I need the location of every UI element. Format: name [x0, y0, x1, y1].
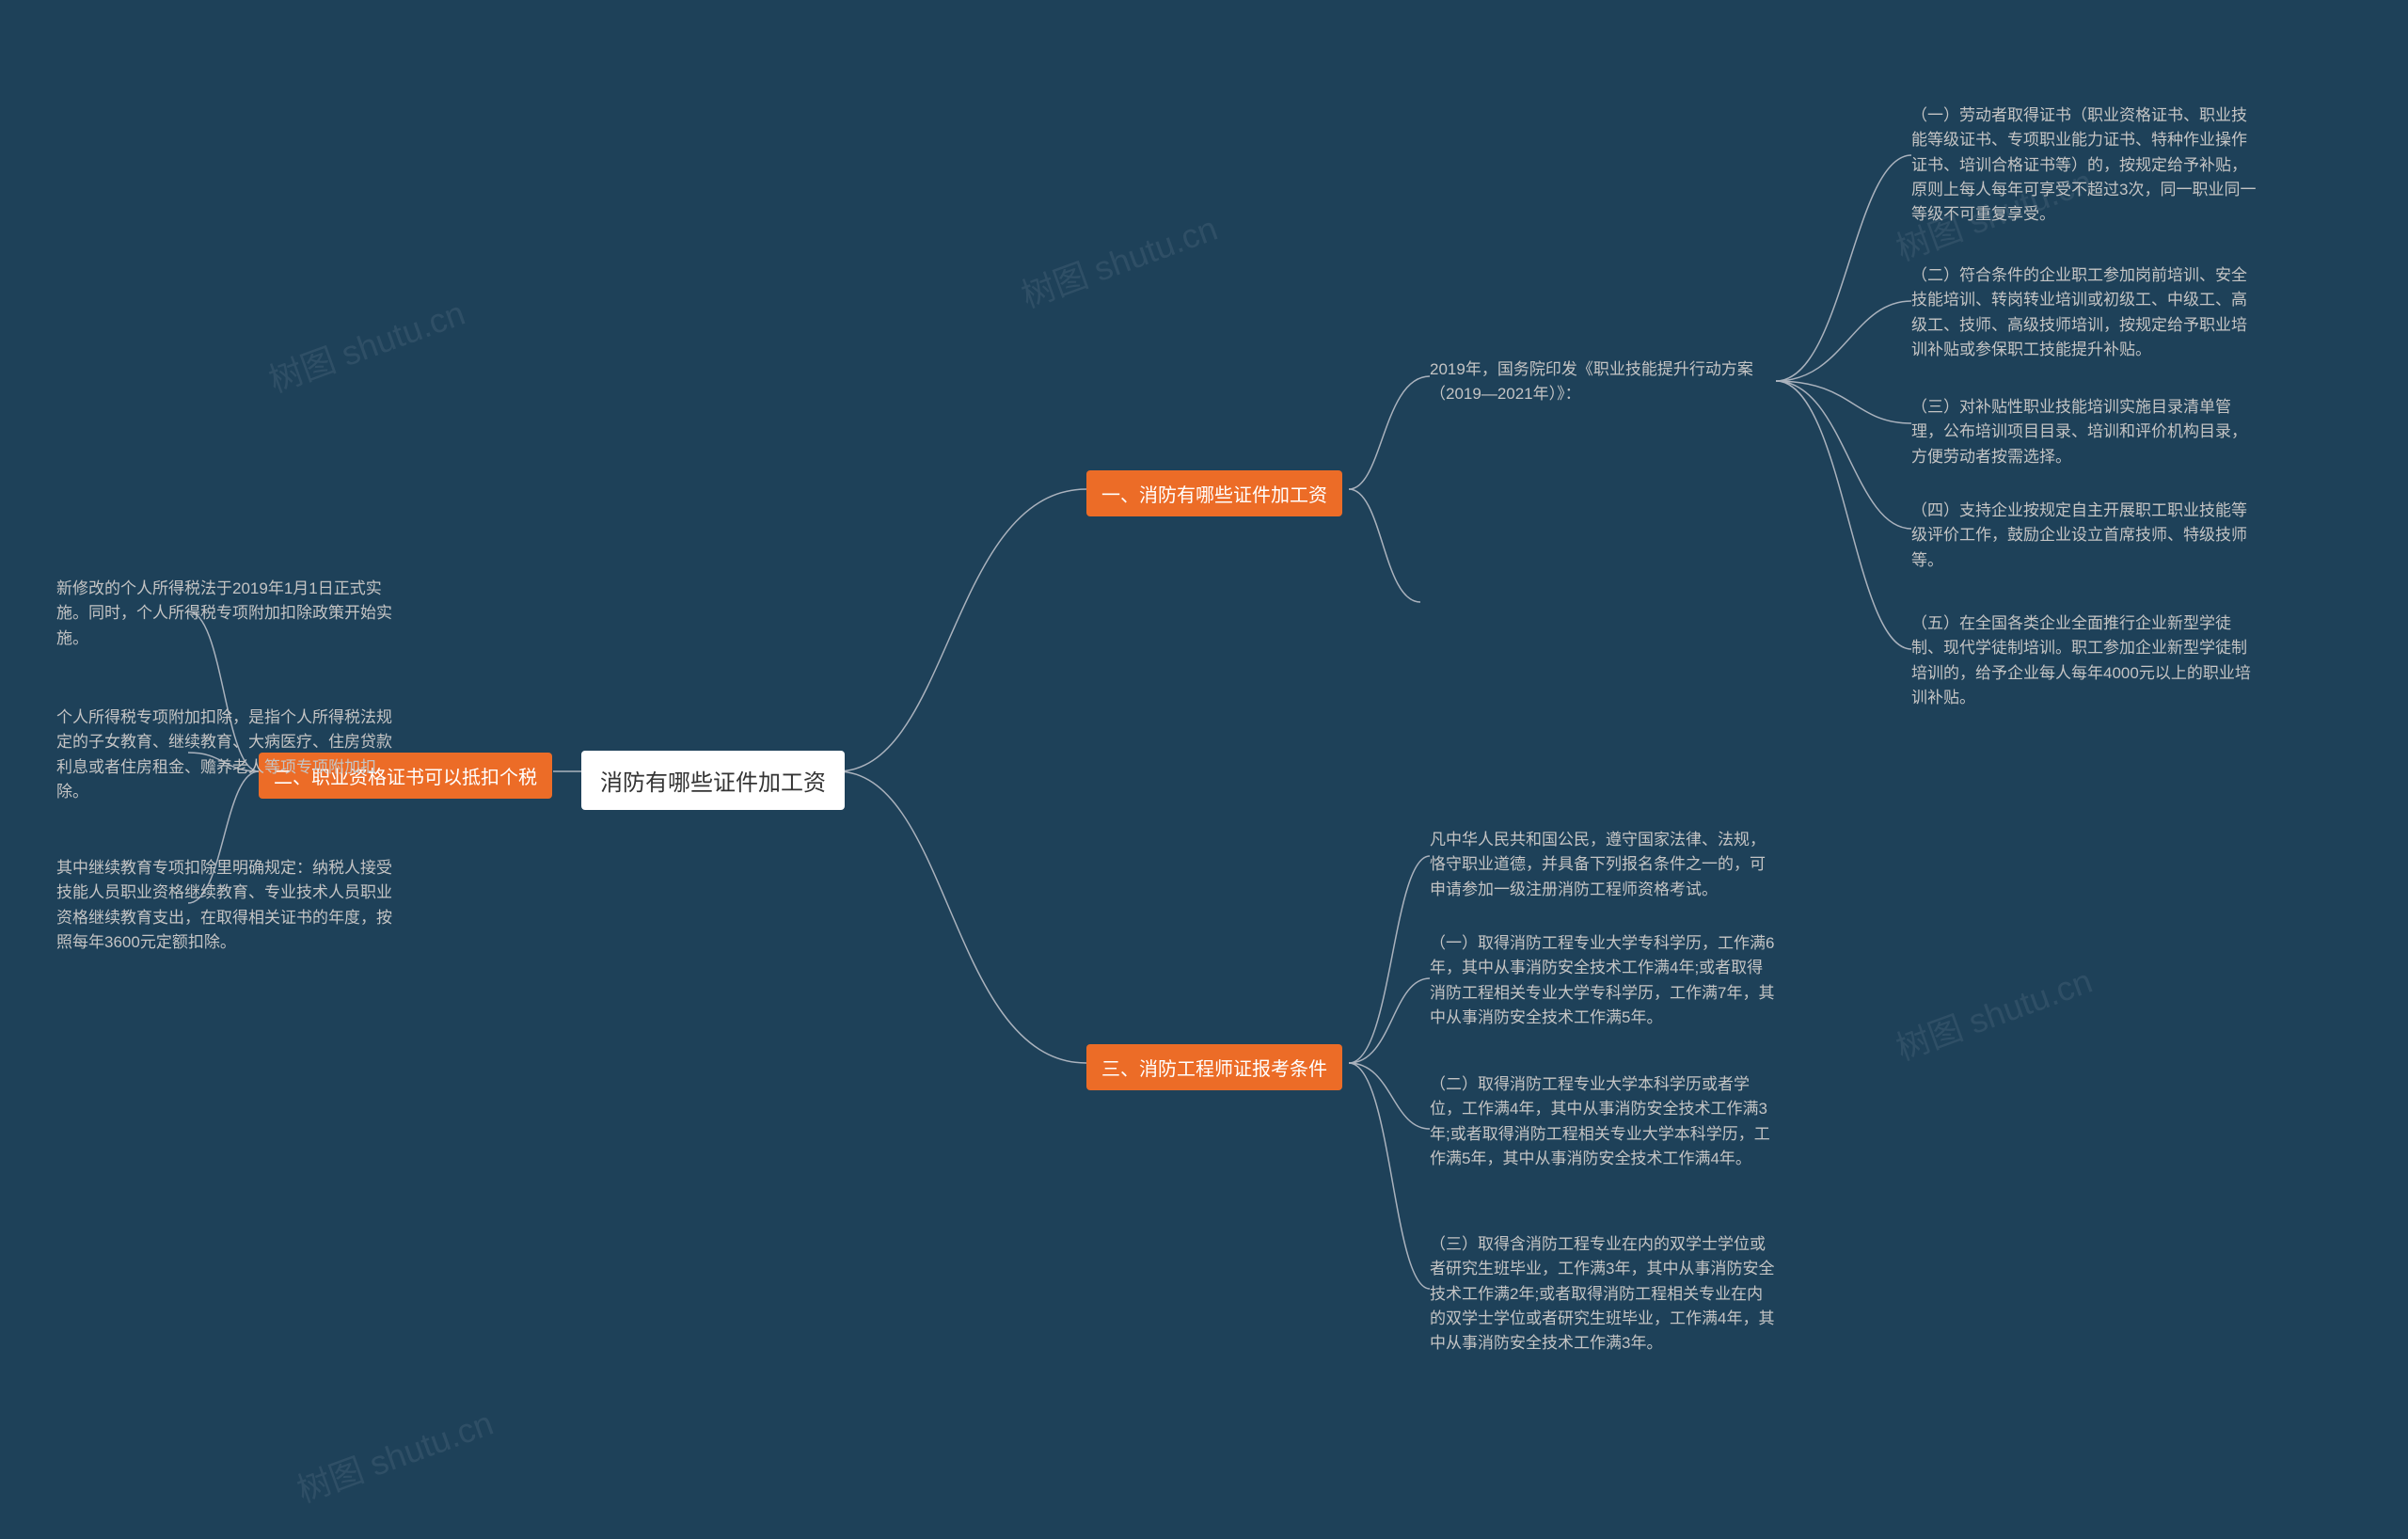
leaf-3-4: （三）取得含消防工程专业在内的双学士学位或者研究生班毕业，工作满3年，其中从事消… [1430, 1232, 1778, 1357]
leaf-3-1: 凡中华人民共和国公民，遵守国家法律、法规，恪守职业道德，并具备下列报名条件之一的… [1430, 828, 1778, 902]
leaf-1-4: （四）支持企业按规定自主开展职工职业技能等级评价工作，鼓励企业设立首席技师、特级… [1911, 499, 2259, 573]
leaf-1-5: （五）在全国各类企业全面推行企业新型学徒制、现代学徒制培训。职工参加企业新型学徒… [1911, 611, 2259, 710]
leaf-1-2: （二）符合条件的企业职工参加岗前培训、安全技能培训、转岗转业培训或初级工、中级工… [1911, 263, 2259, 362]
watermark: 树图 shutu.cn [290, 1396, 499, 1512]
leaf-3-3: （二）取得消防工程专业大学本科学历或者学位，工作满4年，其中从事消防安全技术工作… [1430, 1072, 1778, 1171]
leaf-2-3: 其中继续教育专项扣除里明确规定：纳税人接受技能人员职业资格继续教育、专业技术人员… [56, 856, 404, 955]
center-node: 消防有哪些证件加工资 [581, 751, 845, 810]
leaf-3-2: （一）取得消防工程专业大学专科学历，工作满6年，其中从事消防安全技术工作满4年;… [1430, 931, 1778, 1030]
watermark: 树图 shutu.cn [1014, 201, 1224, 317]
branch-3: 三、消防工程师证报考条件 [1086, 1044, 1342, 1090]
leaf-2-2: 个人所得税专项附加扣除，是指个人所得税法规定的子女教育、继续教育、大病医疗、住房… [56, 706, 404, 804]
leaf-2-1: 新修改的个人所得税法于2019年1月1日正式实施。同时，个人所得税专项附加扣除政… [56, 577, 404, 651]
branch-1-child: 2019年，国务院印发《职业技能提升行动方案（2019—2021年）》： [1430, 357, 1778, 407]
watermark: 树图 shutu.cn [1889, 954, 2099, 1070]
watermark: 树图 shutu.cn [261, 286, 471, 402]
leaf-1-3: （三）对补贴性职业技能培训实施目录清单管理，公布培训项目目录、培训和评价机构目录… [1911, 395, 2259, 469]
branch-1: 一、消防有哪些证件加工资 [1086, 470, 1342, 516]
leaf-1-1: （一）劳动者取得证书（职业资格证书、职业技能等级证书、专项职业能力证书、特种作业… [1911, 103, 2259, 228]
